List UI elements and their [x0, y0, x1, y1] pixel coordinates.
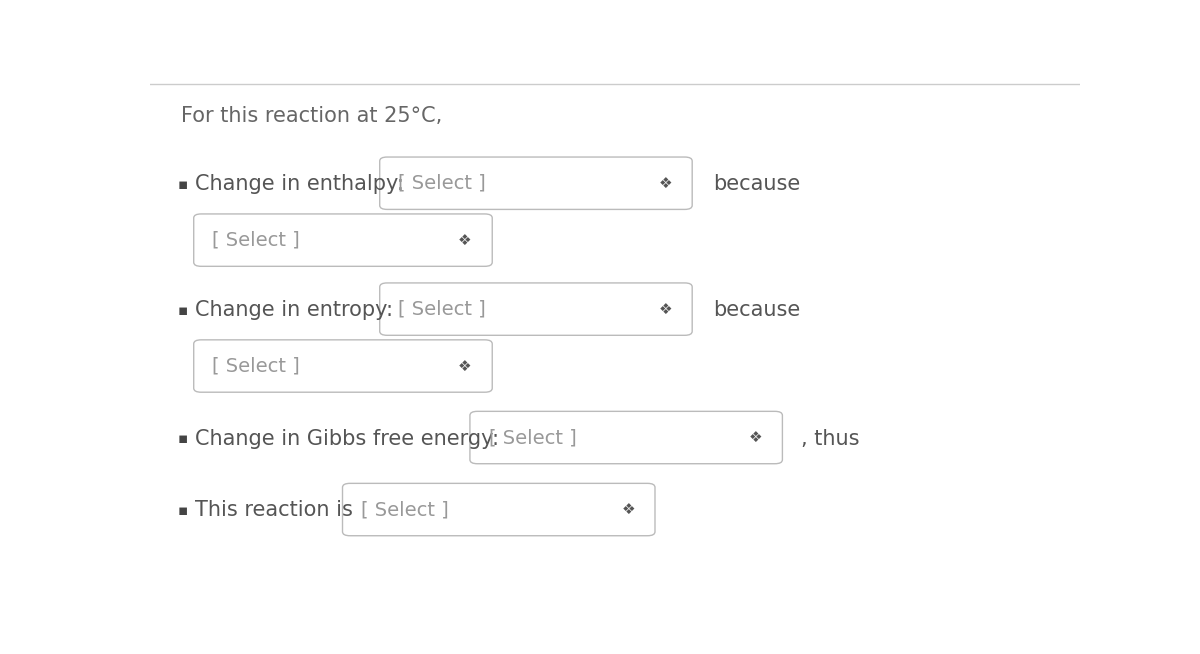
Text: [ Select ]: [ Select ]: [398, 174, 486, 193]
Text: [ Select ]: [ Select ]: [488, 428, 576, 447]
Text: ❖: ❖: [659, 176, 672, 191]
Text: because: because: [713, 174, 800, 194]
Text: ▪: ▪: [178, 502, 188, 517]
FancyBboxPatch shape: [342, 483, 655, 536]
Text: [ Select ]: [ Select ]: [212, 356, 300, 375]
FancyBboxPatch shape: [379, 283, 692, 336]
Text: ❖: ❖: [458, 233, 472, 248]
FancyBboxPatch shape: [379, 157, 692, 209]
Text: ❖: ❖: [749, 430, 762, 445]
Text: For this reaction at 25°C,: For this reaction at 25°C,: [181, 106, 442, 126]
Text: ❖: ❖: [659, 301, 672, 317]
Text: [ Select ]: [ Select ]: [398, 300, 486, 318]
Text: This reaction is: This reaction is: [194, 500, 353, 520]
Text: ❖: ❖: [622, 502, 635, 517]
Text: Change in Gibbs free energy:: Change in Gibbs free energy:: [194, 428, 499, 449]
Text: [ Select ]: [ Select ]: [361, 500, 449, 519]
FancyBboxPatch shape: [193, 214, 492, 266]
Text: because: because: [713, 300, 800, 320]
Text: Change in entropy:: Change in entropy:: [194, 300, 392, 320]
Text: [ Select ]: [ Select ]: [212, 231, 300, 250]
Text: ❖: ❖: [458, 358, 472, 373]
Text: Change in enthalpy:: Change in enthalpy:: [194, 174, 403, 194]
FancyBboxPatch shape: [470, 411, 782, 464]
Text: ▪: ▪: [178, 431, 188, 446]
Text: , thus: , thus: [802, 428, 859, 449]
Text: ▪: ▪: [178, 177, 188, 192]
FancyBboxPatch shape: [193, 340, 492, 392]
Text: ▪: ▪: [178, 303, 188, 318]
